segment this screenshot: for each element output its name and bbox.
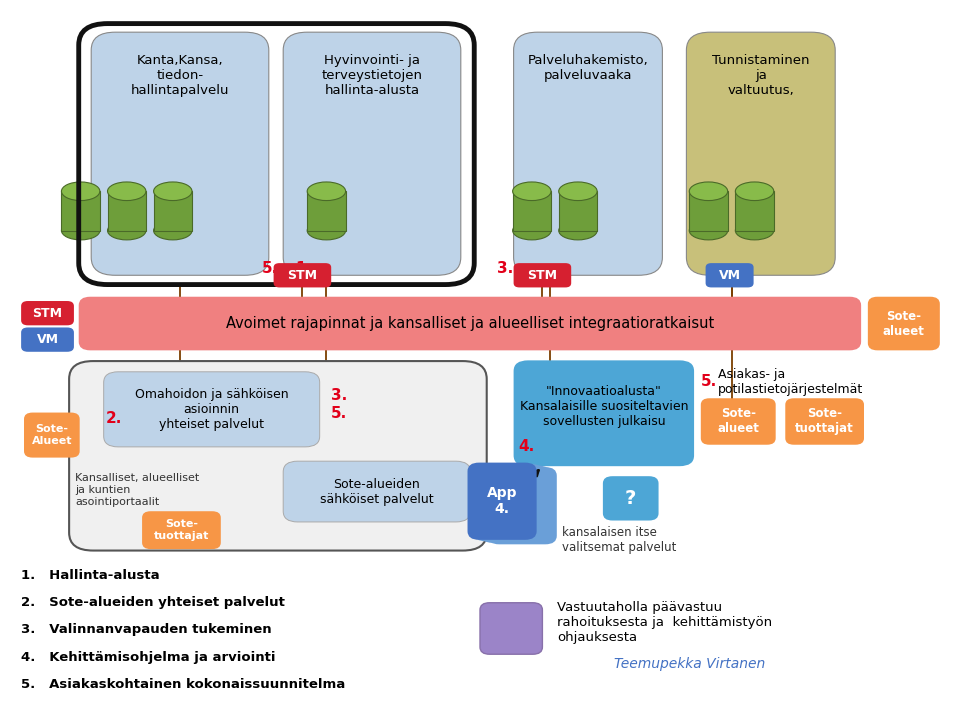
Text: VM: VM xyxy=(36,333,59,346)
FancyBboxPatch shape xyxy=(21,301,74,325)
Text: 2.   Sote-alueiden yhteiset palvelut: 2. Sote-alueiden yhteiset palvelut xyxy=(21,596,285,609)
Ellipse shape xyxy=(735,222,774,240)
Bar xyxy=(689,192,728,230)
Ellipse shape xyxy=(307,222,346,240)
Bar xyxy=(513,192,551,230)
FancyBboxPatch shape xyxy=(868,297,940,350)
FancyBboxPatch shape xyxy=(488,467,557,544)
Bar xyxy=(307,192,346,230)
Text: 1.   Hallinta-alusta: 1. Hallinta-alusta xyxy=(21,569,159,582)
Text: 1.: 1. xyxy=(296,261,312,275)
Ellipse shape xyxy=(61,222,100,240)
FancyBboxPatch shape xyxy=(21,327,74,352)
FancyBboxPatch shape xyxy=(24,413,80,458)
FancyBboxPatch shape xyxy=(104,372,320,447)
FancyBboxPatch shape xyxy=(701,398,776,445)
Text: Tunnistaminen
ja
valtuutus,: Tunnistaminen ja valtuutus, xyxy=(712,54,809,97)
Text: 3.: 3. xyxy=(497,261,514,275)
Ellipse shape xyxy=(108,182,146,200)
Text: Sote-
tuottajat: Sote- tuottajat xyxy=(795,408,854,435)
Ellipse shape xyxy=(689,182,728,200)
FancyBboxPatch shape xyxy=(468,463,537,540)
Text: Hyvinvointi- ja
terveystietojen
hallinta-alusta: Hyvinvointi- ja terveystietojen hallinta… xyxy=(322,54,422,97)
Text: 5.: 5. xyxy=(262,261,278,275)
FancyBboxPatch shape xyxy=(481,465,550,543)
Text: Kansalliset, alueelliset
ja kuntien
asointiportaalit: Kansalliset, alueelliset ja kuntien asoi… xyxy=(75,473,199,506)
Text: 5.   Asiakaskohtainen kokonaissuunnitelma: 5. Asiakaskohtainen kokonaissuunnitelma xyxy=(21,678,346,691)
FancyBboxPatch shape xyxy=(91,32,269,275)
Ellipse shape xyxy=(559,182,597,200)
Text: Vastuutaholla päävastuu
rahoituksesta ja  kehittämistyön
ohjauksesta: Vastuutaholla päävastuu rahoituksesta ja… xyxy=(557,601,772,644)
FancyBboxPatch shape xyxy=(514,263,571,287)
Text: 2.: 2. xyxy=(106,411,122,425)
Text: Sote-
alueet: Sote- alueet xyxy=(717,408,759,435)
Text: 4.: 4. xyxy=(518,440,535,454)
Bar xyxy=(61,192,100,230)
Text: 5.: 5. xyxy=(701,375,717,389)
Text: STM: STM xyxy=(527,269,558,282)
Text: STM: STM xyxy=(287,269,318,282)
FancyBboxPatch shape xyxy=(785,398,864,445)
Text: STM: STM xyxy=(33,307,62,320)
Text: VM: VM xyxy=(719,269,740,282)
Text: kansalaisen itse
valitsemat palvelut: kansalaisen itse valitsemat palvelut xyxy=(562,526,676,553)
Text: Kanta,Kansa,
tiedon-
hallintapalvelu: Kanta,Kansa, tiedon- hallintapalvelu xyxy=(131,54,229,97)
FancyBboxPatch shape xyxy=(283,461,470,522)
Text: Sote-
alueet: Sote- alueet xyxy=(883,310,924,337)
Ellipse shape xyxy=(559,222,597,240)
Text: Asiakas- ja
potilastietojärjestelmät: Asiakas- ja potilastietojärjestelmät xyxy=(718,368,863,396)
Bar xyxy=(154,192,192,230)
Text: "Innovaatioalusta"
Kansalaisille suositeltavien
sovellusten julkaisu: "Innovaatioalusta" Kansalaisille suosite… xyxy=(519,385,688,428)
Bar xyxy=(559,192,597,230)
FancyBboxPatch shape xyxy=(686,32,835,275)
Ellipse shape xyxy=(154,222,192,240)
FancyBboxPatch shape xyxy=(283,32,461,275)
Bar xyxy=(735,192,774,230)
FancyBboxPatch shape xyxy=(514,360,694,466)
Text: 4.   Kehittämisohjelma ja arviointi: 4. Kehittämisohjelma ja arviointi xyxy=(21,651,276,664)
Ellipse shape xyxy=(61,182,100,200)
Text: ?: ? xyxy=(625,489,636,508)
FancyBboxPatch shape xyxy=(603,476,659,521)
FancyBboxPatch shape xyxy=(274,263,331,287)
Ellipse shape xyxy=(689,222,728,240)
Text: App
4.: App 4. xyxy=(487,486,517,516)
Ellipse shape xyxy=(307,182,346,200)
FancyBboxPatch shape xyxy=(480,603,542,654)
Text: Avoimet rajapinnat ja kansalliset ja alueelliset integraatioratkaisut: Avoimet rajapinnat ja kansalliset ja alu… xyxy=(226,316,714,331)
FancyBboxPatch shape xyxy=(514,32,662,275)
FancyBboxPatch shape xyxy=(79,297,861,350)
Ellipse shape xyxy=(154,182,192,200)
Text: 3.   Valinnanvapauden tukeminen: 3. Valinnanvapauden tukeminen xyxy=(21,623,272,636)
Text: Palveluhakemisto,
palveluvaaka: Palveluhakemisto, palveluvaaka xyxy=(528,54,648,82)
Text: Sote-
tuottajat: Sote- tuottajat xyxy=(154,519,209,541)
Ellipse shape xyxy=(513,182,551,200)
Text: Teemupekka Virtanen: Teemupekka Virtanen xyxy=(614,656,766,671)
Bar xyxy=(108,192,146,230)
FancyBboxPatch shape xyxy=(706,263,754,287)
FancyBboxPatch shape xyxy=(69,361,487,551)
FancyBboxPatch shape xyxy=(474,464,543,541)
Ellipse shape xyxy=(513,222,551,240)
FancyBboxPatch shape xyxy=(142,511,221,549)
Ellipse shape xyxy=(735,182,774,200)
Text: 3.
5.: 3. 5. xyxy=(331,388,348,421)
Text: Sote-
Alueet: Sote- Alueet xyxy=(32,424,72,446)
Ellipse shape xyxy=(108,222,146,240)
Text: Omahoidon ja sähköisen
asioinnin
yhteiset palvelut: Omahoidon ja sähköisen asioinnin yhteise… xyxy=(134,388,289,431)
Text: Sote-alueiden
sähköiset palvelut: Sote-alueiden sähköiset palvelut xyxy=(320,478,434,506)
